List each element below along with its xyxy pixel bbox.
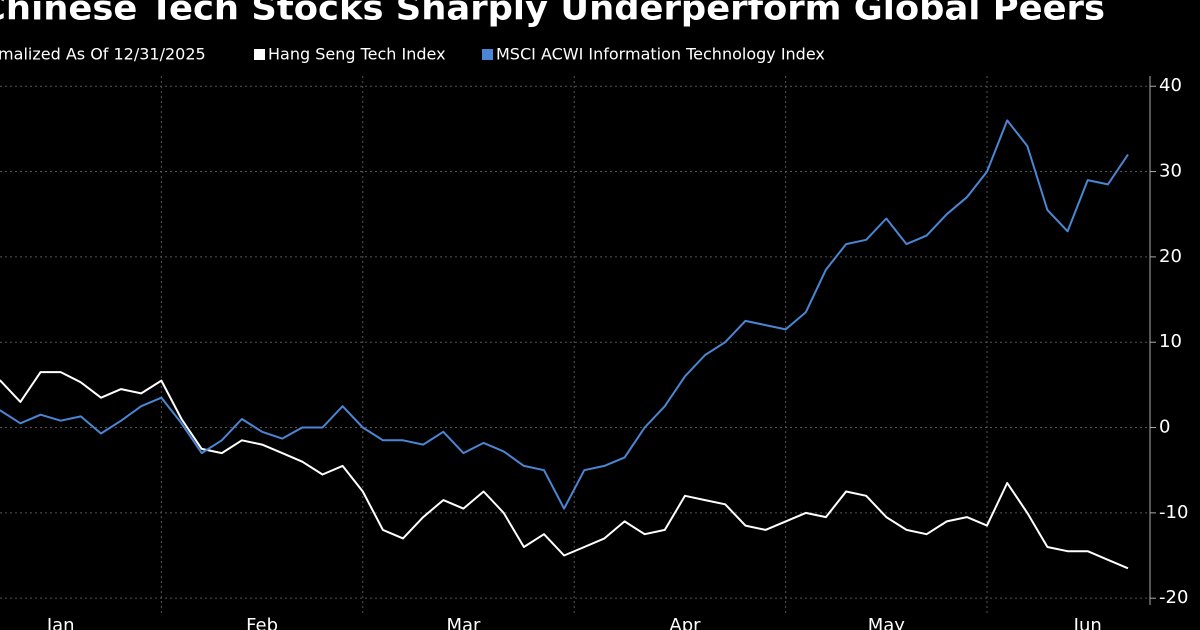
legend-label: Hang Seng Tech Index	[268, 45, 446, 64]
y-tick-label: 0	[1159, 417, 1170, 438]
legend: Hang Seng Tech Index MSCI ACWI Informatio…	[254, 45, 825, 64]
chart-title: Chinese Tech Stocks Sharply Underperform…	[0, 0, 1105, 29]
chart-subtitle: Normalized As Of 12/31/2025	[0, 45, 206, 64]
x-tick-label: Apr	[669, 615, 701, 630]
x-tick-label: Jan	[46, 615, 75, 630]
x-tick-label: Jun	[1073, 615, 1102, 630]
legend-swatch	[254, 49, 265, 60]
y-tick-label: 30	[1159, 161, 1182, 182]
legend-label: MSCI ACWI Information Technology Index	[496, 45, 825, 64]
x-tick-label: Feb	[246, 615, 278, 630]
x-tick-label: Mar	[446, 615, 481, 630]
y-tick-label: 10	[1159, 331, 1182, 352]
y-tick-label: 20	[1159, 246, 1182, 267]
series-line	[0, 119, 1129, 510]
y-tick-label: -10	[1159, 502, 1188, 523]
y-tick-label: -20	[1159, 587, 1188, 608]
legend-swatch	[482, 49, 493, 60]
x-tick-label: May	[868, 615, 906, 630]
series-line	[0, 371, 1129, 570]
y-tick-label: 40	[1159, 75, 1182, 96]
